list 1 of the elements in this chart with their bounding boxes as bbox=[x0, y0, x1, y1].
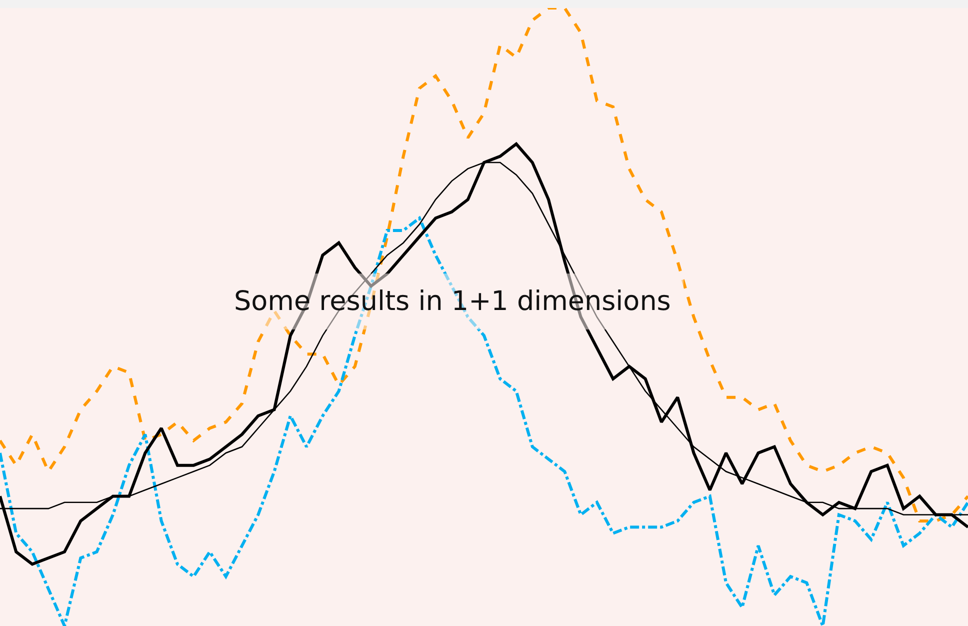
text: Some results in 1+1 dimensions bbox=[234, 286, 671, 317]
